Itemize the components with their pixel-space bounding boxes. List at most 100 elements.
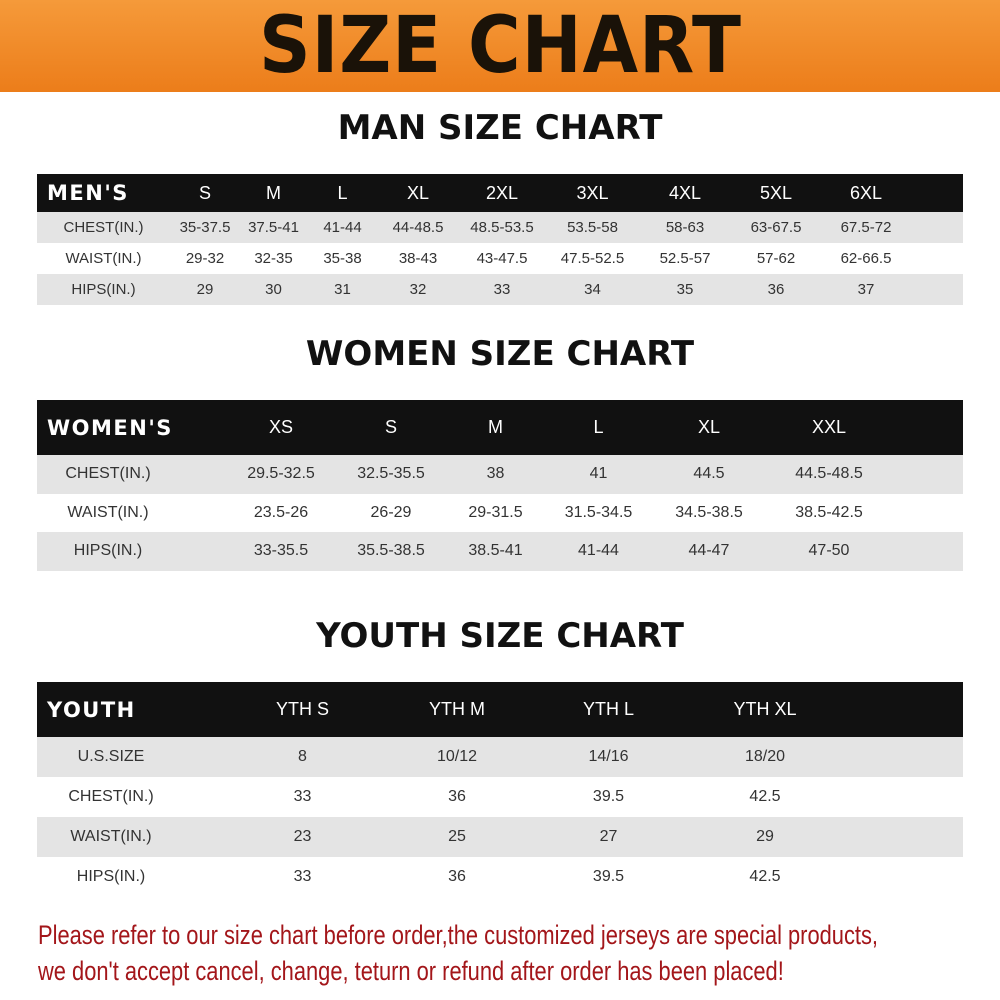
- row-label: YOUTH: [47, 697, 136, 722]
- cell: 48.5-53.5: [470, 219, 534, 236]
- cell: 39.5: [592, 868, 625, 885]
- header-row: YOUTH YTH S YTH M YTH L YTH XL: [37, 682, 963, 737]
- order-note-line-2: we don't accept cancel, change, teturn o…: [38, 956, 784, 986]
- cell: L: [337, 182, 348, 203]
- table-row: WAIST(IN.) 23 25 27 29: [37, 817, 963, 857]
- row-label: HIPS(IN.): [76, 868, 146, 885]
- cell: 26-29: [370, 503, 412, 521]
- order-note-line-1: Please refer to our size chart before or…: [38, 920, 878, 950]
- cell: 23.5-26: [253, 503, 309, 521]
- row-label: WAIST(IN.): [65, 250, 142, 267]
- cell: 38.5-41: [468, 542, 523, 560]
- youth-section-title: YOUTH SIZE CHART: [316, 616, 684, 656]
- table-row: HIPS(IN.) 29 30 31 32 33 34 35 36 37: [37, 274, 963, 305]
- title-banner: SIZE CHART: [0, 0, 1000, 92]
- row-label: MEN'S: [47, 181, 129, 205]
- row-label: CHEST(IN.): [63, 219, 144, 236]
- cell: 63-67.5: [750, 219, 802, 236]
- cell: L: [593, 417, 604, 437]
- cell: 62-66.5: [840, 250, 892, 267]
- cell: 38-43: [398, 250, 438, 267]
- cell: 53.5-58: [567, 219, 618, 236]
- cell: XL: [406, 182, 430, 203]
- table-row: U.S.SIZE 8 10/12 14/16 18/20: [37, 737, 963, 777]
- table-row: HIPS(IN.) 33 36 39.5 42.5: [37, 857, 963, 897]
- cell: 33: [493, 281, 511, 298]
- cell: 44-48.5: [392, 219, 444, 236]
- cell: 41: [589, 465, 608, 483]
- cell: XS: [268, 417, 293, 437]
- cell: 39.5: [592, 788, 625, 805]
- page-title: SIZE CHART: [258, 1, 742, 91]
- cell: 34: [584, 281, 601, 298]
- row-label: WOMEN'S: [47, 415, 173, 440]
- cell: 25: [448, 828, 466, 845]
- cell: 42.5: [749, 788, 781, 805]
- cell: 32.5-35.5: [357, 465, 425, 483]
- cell: S: [198, 182, 211, 203]
- men-section-title: MAN SIZE CHART: [337, 108, 663, 148]
- cell: 38: [486, 465, 505, 483]
- cell: 32: [409, 281, 427, 298]
- cell: 23: [293, 828, 312, 845]
- cell: 4XL: [668, 182, 702, 203]
- cell: 36: [448, 868, 466, 885]
- table-row: CHEST(IN.) 33 36 39.5 42.5: [37, 777, 963, 817]
- cell: 34.5-38.5: [675, 503, 743, 521]
- cell: 6XL: [849, 182, 883, 203]
- cell: 29-32: [185, 250, 225, 267]
- cell: 57-62: [756, 250, 796, 267]
- cell: M: [266, 182, 281, 203]
- cell: YTH M: [429, 699, 485, 719]
- cell: 44.5: [693, 465, 725, 483]
- cell: 47-50: [808, 542, 850, 560]
- cell: 37: [857, 281, 875, 298]
- cell: 37.5-41: [248, 219, 299, 236]
- cell: 14/16: [588, 748, 629, 765]
- row-label: WAIST(IN.): [67, 503, 149, 521]
- cell: 29.5-32.5: [247, 465, 315, 483]
- cell: 35-37.5: [179, 219, 231, 236]
- cell: 35: [676, 281, 694, 298]
- table-row: HIPS(IN.) 33-35.5 35.5-38.5 38.5-41 41-44 44-…: [37, 532, 963, 571]
- row-label: HIPS(IN.): [73, 542, 143, 560]
- cell: XL: [697, 417, 721, 437]
- table-row: CHEST(IN.) 29.5-32.5 32.5-35.5 38 41 44.5 44.5…: [37, 455, 963, 494]
- cell: 29-31.5: [468, 503, 523, 521]
- cell: 33: [293, 788, 312, 805]
- women-size-table: WOMEN'S XS S M L XL XXL CHEST(IN.) 29.5-32.5 32.5…: [37, 400, 963, 571]
- cell: YTH S: [275, 699, 329, 719]
- cell: 36: [767, 281, 785, 298]
- cell: 32-35: [254, 250, 293, 267]
- row-label: CHEST(IN.): [65, 465, 151, 483]
- women-section-title: WOMEN SIZE CHART: [305, 334, 695, 374]
- row-label: WAIST(IN.): [70, 828, 152, 845]
- cell: 31: [334, 281, 351, 298]
- cell: 42.5: [749, 868, 781, 885]
- cell: 52.5-57: [659, 250, 711, 267]
- header-row: MEN'S S M L XL 2XL 3XL 4XL 5XL 6XL: [37, 174, 963, 212]
- cell: YTH L: [582, 699, 634, 719]
- cell: 58-63: [665, 219, 705, 236]
- cell: 35.5-38.5: [357, 542, 425, 560]
- cell: 35-38: [323, 250, 362, 267]
- cell: 38.5-42.5: [795, 503, 863, 521]
- cell: 10/12: [436, 748, 478, 765]
- header-row: WOMEN'S XS S M L XL XXL: [37, 400, 963, 455]
- cell: S: [384, 417, 397, 437]
- cell: 33: [293, 868, 312, 885]
- row-label: U.S.SIZE: [77, 748, 145, 765]
- cell: 44.5-48.5: [795, 465, 863, 483]
- cell: 27: [599, 828, 618, 845]
- cell: 30: [265, 281, 282, 298]
- cell: 31.5-34.5: [564, 503, 633, 521]
- row-label: HIPS(IN.): [71, 281, 136, 298]
- table-row: WAIST(IN.) 29-32 32-35 35-38 38-43 43-47.5 47.…: [37, 243, 963, 274]
- youth-size-table: YOUTH YTH S YTH M YTH L YTH XL U.S.SIZE 8 10/12…: [37, 682, 963, 897]
- cell: 33-35.5: [253, 542, 309, 560]
- table-row: CHEST(IN.) 35-37.5 37.5-41 41-44 44-48.5 48.5…: [37, 212, 963, 243]
- cell: 5XL: [759, 182, 793, 203]
- cell: 2XL: [485, 182, 519, 203]
- cell: 43-47.5: [476, 250, 528, 267]
- cell: 41-44: [323, 219, 362, 236]
